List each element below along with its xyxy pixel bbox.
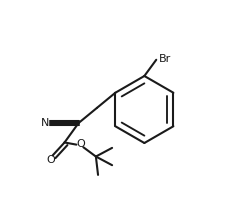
Text: Br: Br [159, 54, 171, 64]
Text: N: N [41, 118, 50, 128]
Text: O: O [46, 155, 55, 165]
Text: O: O [76, 139, 85, 148]
